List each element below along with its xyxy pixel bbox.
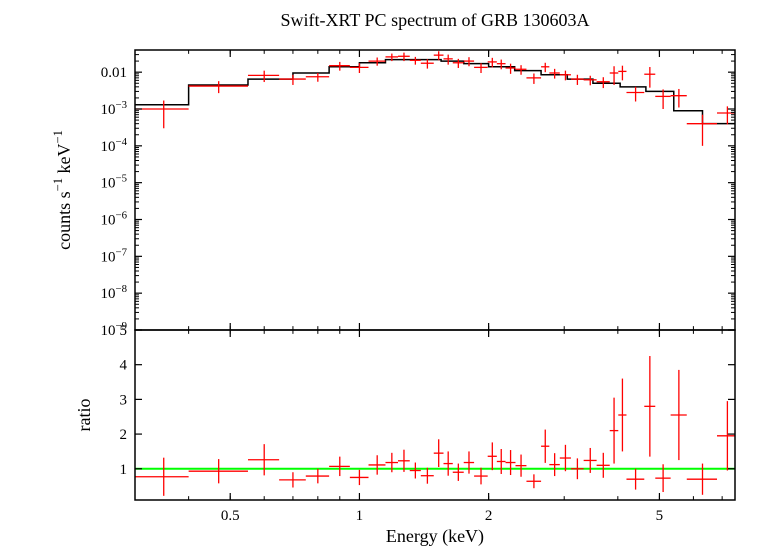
y-tick-label-top: 10−7: [101, 246, 128, 265]
y-tick-label-bot: 2: [120, 427, 128, 443]
x-tick-label: 5: [656, 508, 664, 524]
y-tick-label-bot: 5: [120, 323, 128, 339]
spectrum-chart: Swift-XRT PC spectrum of GRB 130603A 0.5 1…: [0, 0, 758, 556]
y-tick-label-top: 0.01: [101, 65, 127, 81]
y-tick-label-top: 10−6: [101, 210, 128, 229]
chart-title: Swift-XRT PC spectrum of GRB 130603A: [280, 10, 589, 30]
y-tick-label-top: 10−5: [101, 173, 128, 192]
y-axis-label-bot: ratio: [74, 399, 94, 432]
x-axis-label: Energy (keV): [386, 526, 484, 547]
y-tick-label-top: 10−3: [101, 99, 128, 118]
model-curve: [135, 60, 735, 124]
y-tick-label-bot: 1: [120, 462, 128, 478]
spectrum-panel: [135, 51, 735, 146]
x-tick-label: 0.5: [221, 508, 240, 524]
x-tick-label: 1: [356, 508, 364, 524]
y-tick-label-top: 10−4: [101, 136, 128, 155]
x-tick-label: 2: [485, 508, 493, 524]
y-tick-label-bot: 4: [120, 358, 128, 374]
ratio-panel: [135, 356, 735, 496]
y-tick-label-bot: 3: [120, 392, 128, 408]
y-axis-label-top: counts s−1 keV−1: [51, 130, 74, 250]
y-tick-label-top: 10−8: [101, 283, 128, 302]
